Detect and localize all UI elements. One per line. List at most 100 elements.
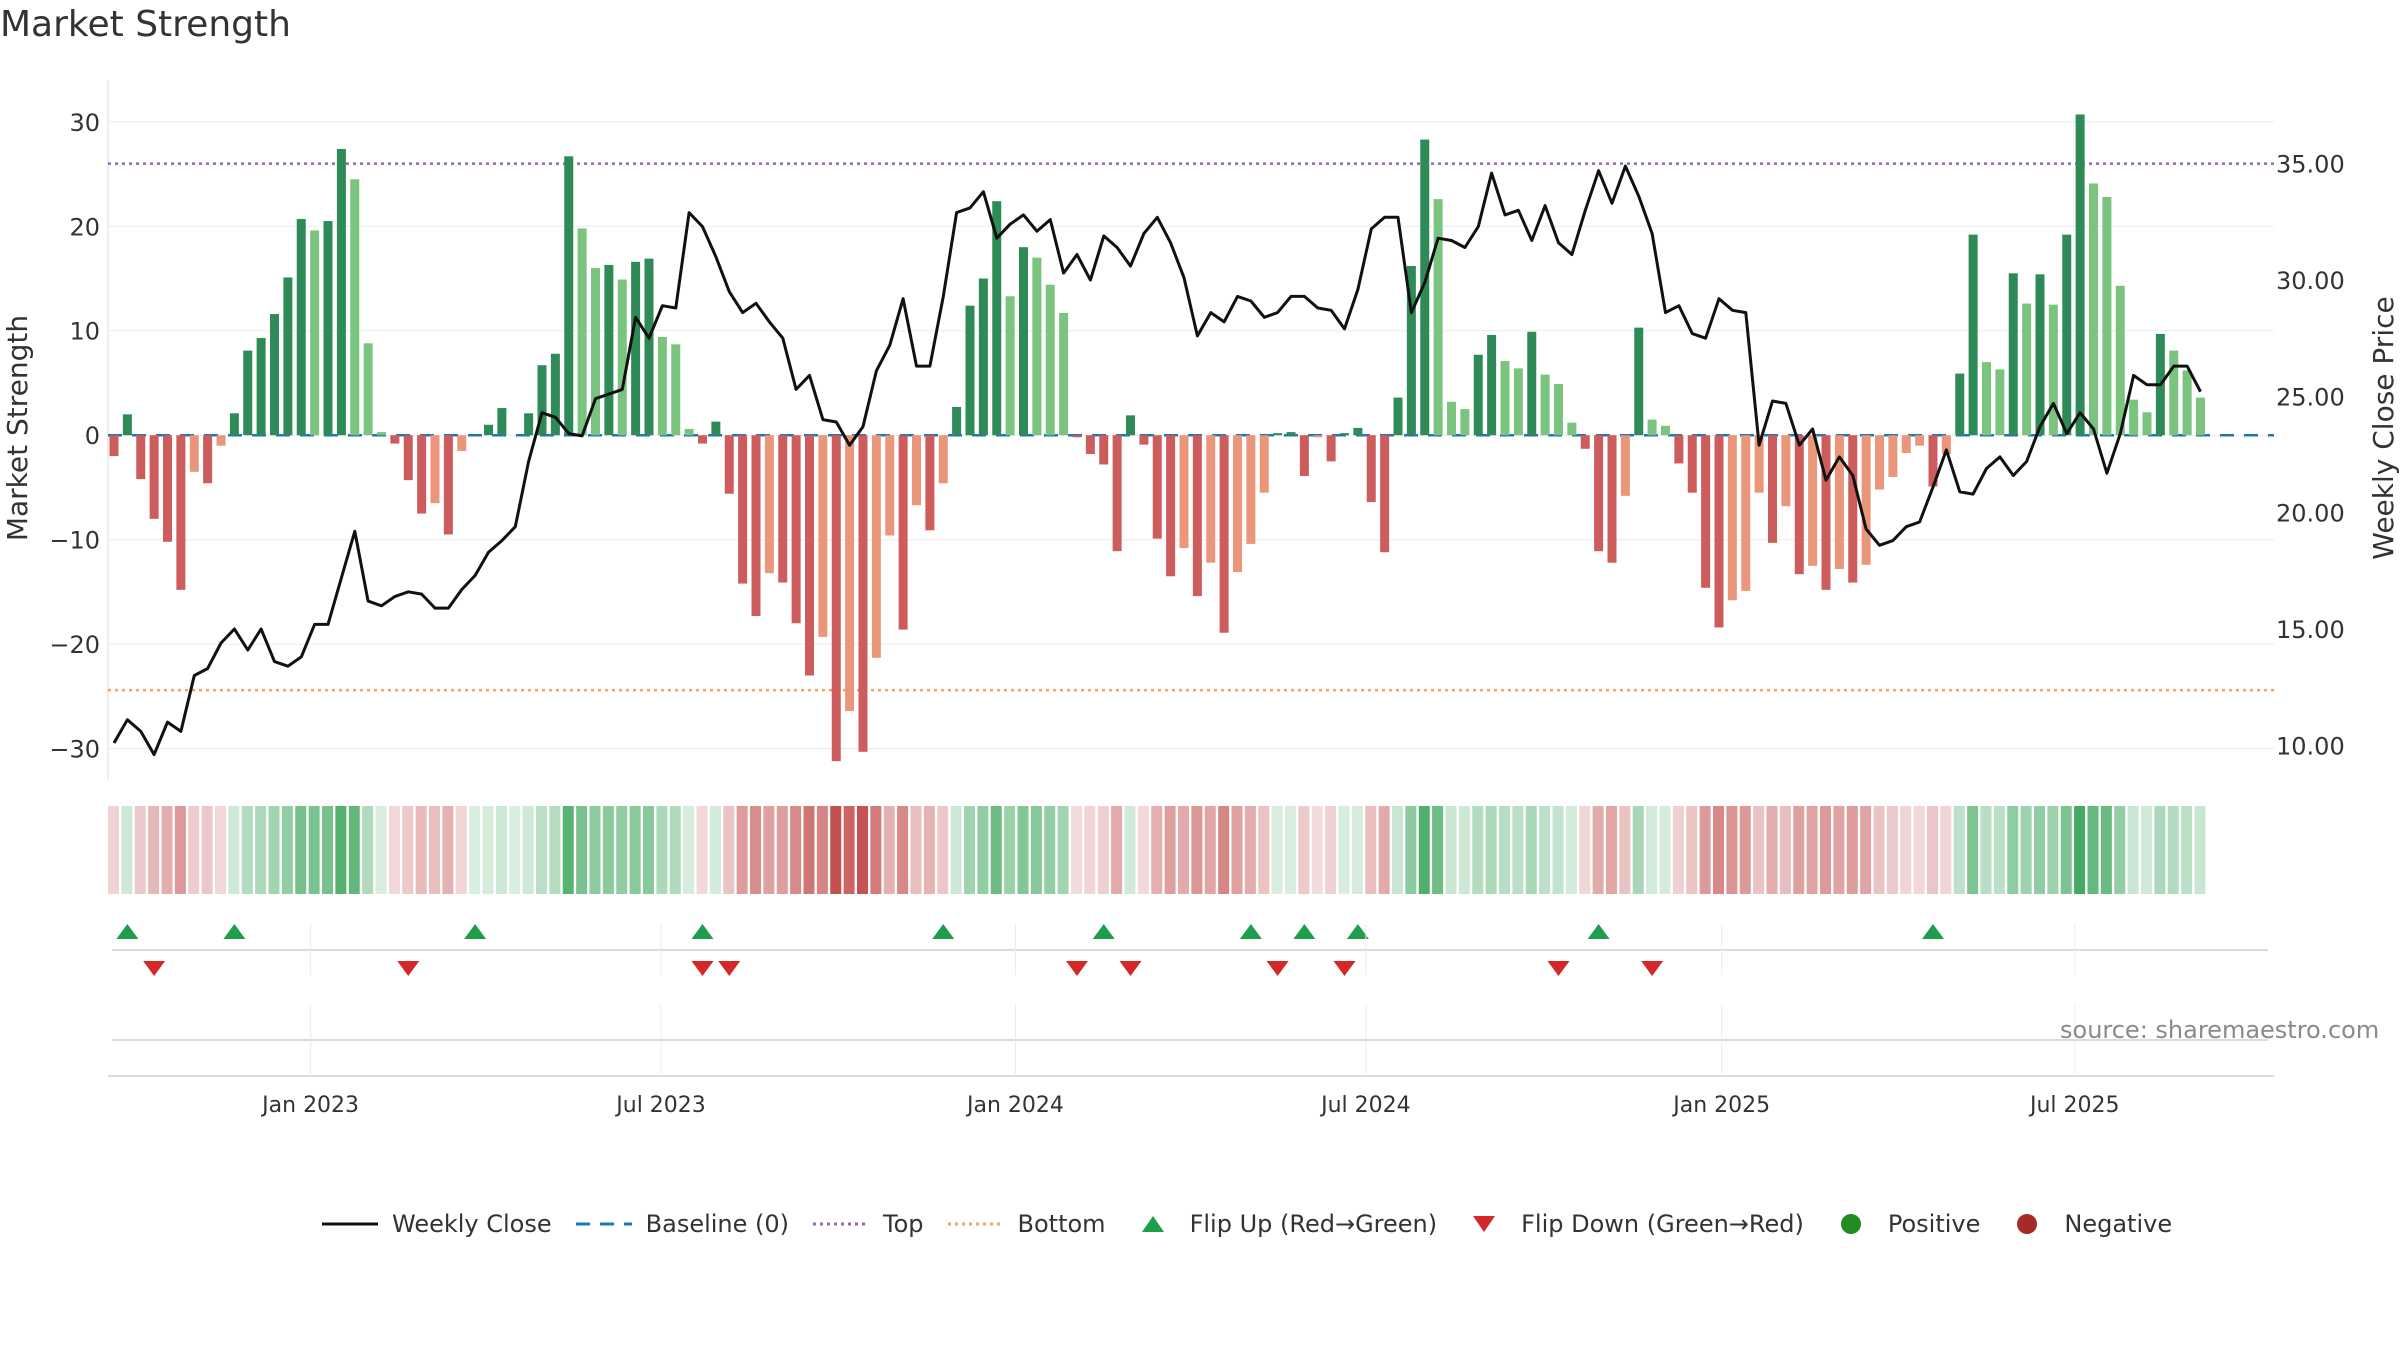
strength-bar [1741,435,1751,591]
heat-cell [1672,806,1684,894]
flip-up-marker [1587,924,1610,939]
strength-bar [831,435,841,762]
strength-bar [1955,373,1965,436]
strength-bar [1259,435,1269,493]
heat-cell [1632,806,1644,894]
strength-bar [885,435,895,536]
legend-label: Positive [1887,1210,1981,1238]
heat-cell [2007,806,2019,894]
flip-up-marker [1922,924,1944,939]
heat-cell [2127,806,2139,894]
heat-cell [1779,806,1791,894]
source-credit: source: sharemaestro.com [2060,1016,2380,1044]
heat-cell [964,806,975,894]
heat-cell [1084,806,1096,894]
strength-bar [1447,401,1456,436]
x-tick-label: Jul 2024 [1319,1093,1411,1118]
heat-cell [268,806,280,894]
gridlines [107,80,2274,780]
strength-bar [189,435,199,472]
heat-cell [375,806,387,894]
heat-cell [1833,806,1845,894]
strength-bar [1674,435,1684,464]
heat-cell [1993,806,2005,894]
heat-cell [1392,806,1403,894]
strength-bar [1834,435,1844,569]
heat-cell [295,806,307,894]
heat-cell [1499,806,1510,894]
heat-cell [322,806,333,894]
strength-heat-strip [108,806,2206,894]
right-axis: 35.00 30.00 25.00 20.00 15.00 10.00 [2276,151,2345,761]
strength-bar [1848,435,1858,583]
strength-bar [1594,435,1604,552]
heat-cell [1111,806,1123,894]
heat-cell [1378,806,1390,894]
strength-bar [2035,274,2045,436]
threshold-lines [108,162,2274,692]
strength-bar [2182,370,2192,436]
strength-bar [1406,265,1416,436]
weekly-close-series [112,164,2202,757]
heat-cell [1512,806,1524,894]
strength-bar [283,277,293,436]
heat-cell [1967,806,1979,894]
strength-bar [229,413,239,436]
heat-cell [469,806,481,894]
heat-cell [1726,806,1738,894]
heat-cell [937,806,949,894]
strength-bar [1928,435,1938,487]
heat-cell [308,806,320,894]
heat-cell [1351,806,1363,894]
heat-cell [736,806,748,894]
heat-cell [1820,806,1831,894]
circle-icon [1840,1214,1861,1234]
heat-cell [1271,806,1283,894]
strength-bar [791,435,801,624]
strength-bars [109,114,2205,762]
heat-cell [910,806,922,894]
flip-up-marker [1092,924,1115,939]
strength-bar [1901,435,1911,453]
heat-cell [830,806,842,894]
strength-bar [1340,433,1349,436]
x-axis: Jan 2023 Jul 2023 Jan 2024 Jul 2024 Jan 2025… [108,924,2274,1118]
strength-bar [1567,422,1577,436]
heat-cell [1806,806,1818,894]
heat-cell [1619,806,1631,894]
heat-cell [977,806,989,894]
heat-cell [696,806,708,894]
heat-cell [1030,806,1042,894]
heat-cell [1231,806,1243,894]
strength-bar [1687,435,1697,493]
heat-cell [1739,806,1751,894]
heat-cell [723,806,735,894]
heat-cell [669,806,681,894]
legend-item-bottom: Bottom [946,1210,1106,1238]
left-tick-label: 10 [69,318,100,346]
heat-cell [1659,806,1671,894]
triangle-up-icon [1141,1216,1164,1232]
strength-bar [1019,247,1028,436]
heat-cell [589,806,601,894]
strength-bar [216,435,226,446]
heat-cell [455,806,467,894]
strength-bar [122,414,132,436]
heat-cell [923,806,935,894]
heat-cell [1325,806,1337,894]
strength-bar [1487,334,1497,436]
heat-cell [1980,806,1992,894]
strength-bar [1888,435,1898,478]
heat-cell [1860,806,1872,894]
heat-cell [1565,806,1577,894]
heat-cell [1244,806,1256,894]
heat-cell [1258,806,1270,894]
strength-bar [644,258,654,436]
legend-label: Bottom [1017,1210,1106,1238]
heat-cell [495,806,507,894]
heat-cell [763,806,775,894]
heat-cell [2087,806,2099,894]
strength-bar [1647,419,1657,436]
heat-cell [1485,806,1497,894]
